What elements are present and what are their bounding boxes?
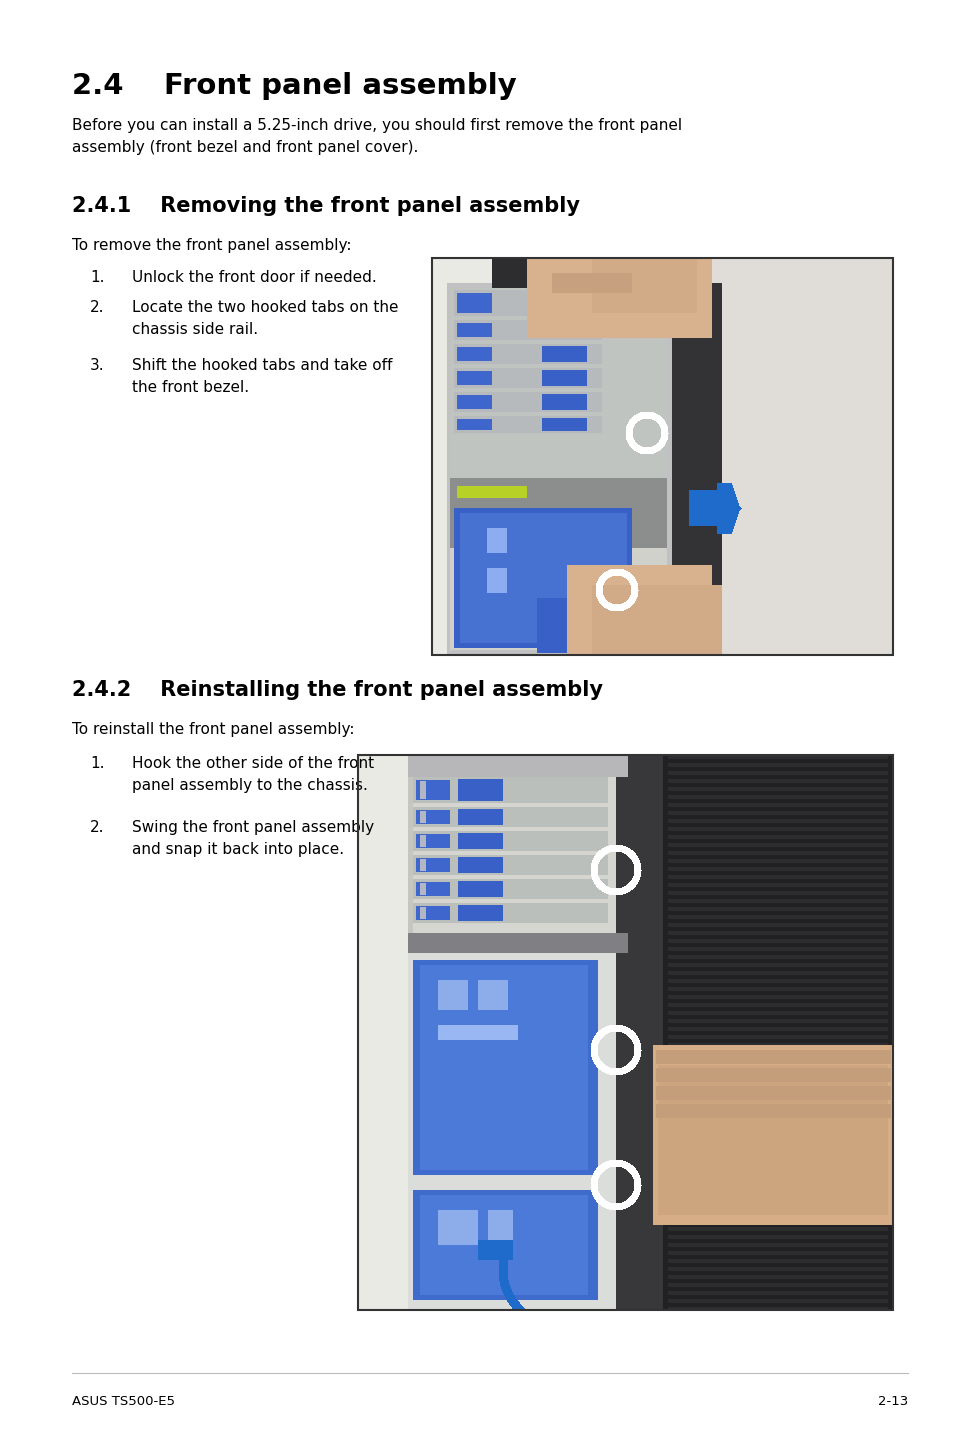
Text: Shift the hooked tabs and take off
the front bezel.: Shift the hooked tabs and take off the f… <box>132 358 392 394</box>
Text: Swing the front panel assembly
and snap it back into place.: Swing the front panel assembly and snap … <box>132 820 374 857</box>
Text: 2.: 2. <box>90 301 105 315</box>
Text: 2-13: 2-13 <box>877 1395 907 1408</box>
Text: To remove the front panel assembly:: To remove the front panel assembly: <box>71 239 351 253</box>
Bar <box>432 257 892 654</box>
Text: 2.4.1    Removing the front panel assembly: 2.4.1 Removing the front panel assembly <box>71 196 579 216</box>
Text: Hook the other side of the front
panel assembly to the chassis.: Hook the other side of the front panel a… <box>132 756 374 792</box>
Text: 2.4.2    Reinstalling the front panel assembly: 2.4.2 Reinstalling the front panel assem… <box>71 680 602 700</box>
Text: ASUS TS500-E5: ASUS TS500-E5 <box>71 1395 174 1408</box>
Text: Unlock the front door if needed.: Unlock the front door if needed. <box>132 270 376 285</box>
Text: 2.: 2. <box>90 820 105 835</box>
Text: 3.: 3. <box>90 358 105 372</box>
Text: Locate the two hooked tabs on the
chassis side rail.: Locate the two hooked tabs on the chassi… <box>132 301 398 336</box>
Text: 1.: 1. <box>90 270 105 285</box>
Text: 2.4    Front panel assembly: 2.4 Front panel assembly <box>71 72 517 101</box>
Text: Before you can install a 5.25-inch drive, you should first remove the front pane: Before you can install a 5.25-inch drive… <box>71 118 681 155</box>
Text: To reinstall the front panel assembly:: To reinstall the front panel assembly: <box>71 722 355 738</box>
Bar <box>357 755 892 1310</box>
Text: 1.: 1. <box>90 756 105 771</box>
